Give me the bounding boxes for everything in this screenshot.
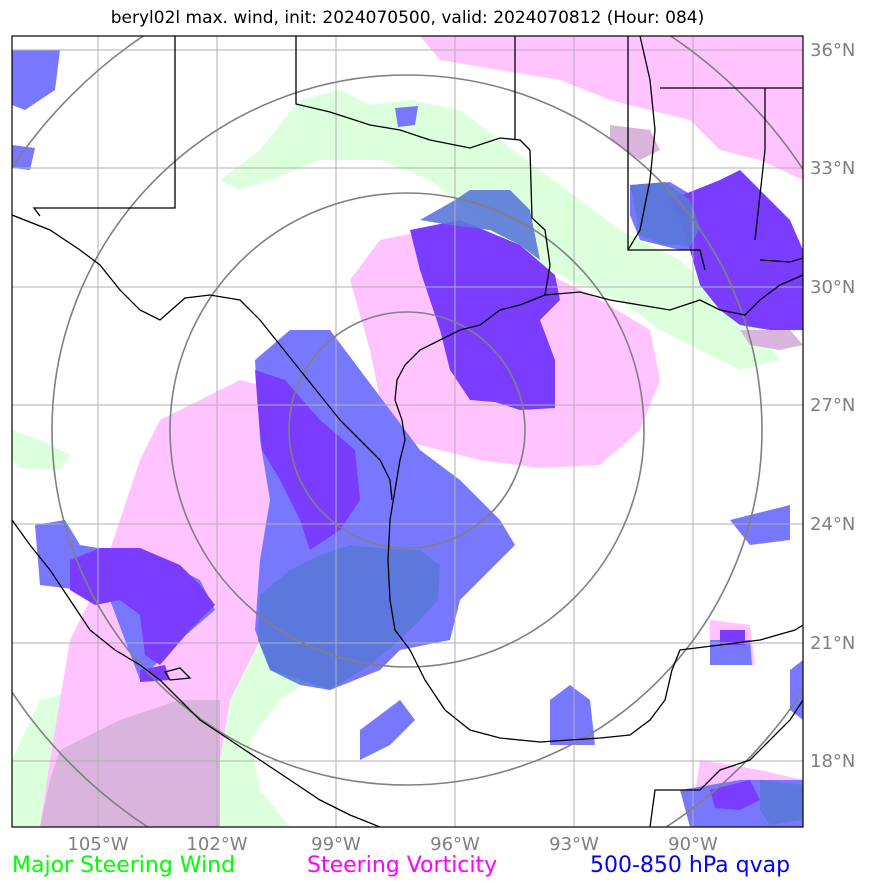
overlap-region-ne bbox=[610, 125, 660, 160]
gulf-islands bbox=[759, 257, 803, 263]
qvap-region-nw2 bbox=[12, 145, 35, 170]
qvap-strong-la bbox=[670, 170, 803, 330]
ms-al-border bbox=[754, 88, 766, 241]
qvap-region-ok bbox=[395, 106, 418, 127]
lat-tick-21n: 21°N bbox=[810, 633, 855, 654]
rio-grande bbox=[12, 214, 393, 501]
qvap-region-nw bbox=[12, 50, 60, 110]
tx-la-border bbox=[529, 149, 551, 296]
legend-qvap: 500-850 hPa qvap bbox=[590, 853, 791, 878]
legend-steering-vorticity: Steering Vorticity bbox=[307, 853, 498, 878]
ms-river bbox=[627, 36, 656, 251]
lat-tick-labels: 36°N 33°N 30°N 27°N 24°N 21°N 18°N bbox=[810, 40, 855, 772]
lat-tick-30n: 30°N bbox=[810, 277, 855, 298]
overlap-dark-central bbox=[258, 545, 440, 690]
lon-tick-102w: 102°W bbox=[186, 834, 247, 855]
lat-tick-27n: 27°N bbox=[810, 395, 855, 416]
la-ms-border bbox=[627, 36, 706, 271]
yucatan-coast bbox=[649, 699, 803, 827]
baja-tip bbox=[163, 667, 192, 681]
qvap-region-gulf2 bbox=[360, 700, 415, 760]
qvap-strong-west bbox=[70, 548, 215, 665]
vorticity-region-ne bbox=[420, 36, 803, 180]
range-ring-3 bbox=[51, 74, 763, 786]
qvap-region-east-small bbox=[730, 505, 790, 545]
overlap-dark-la bbox=[630, 182, 700, 246]
lat-tick-24n: 24°N bbox=[810, 514, 855, 535]
qvap-strong-small bbox=[720, 630, 745, 645]
range-ring-1 bbox=[288, 311, 526, 549]
overlap-region-e bbox=[740, 330, 803, 350]
lat-tick-18n: 18°N bbox=[810, 751, 855, 772]
coastlines-borders bbox=[12, 36, 803, 827]
lon-tick-90w: 90°W bbox=[668, 834, 718, 855]
nm-tx-border bbox=[32, 36, 176, 217]
lat-tick-36n: 36°N bbox=[810, 40, 855, 61]
overlap-dark-layer bbox=[258, 182, 803, 825]
lat-tick-33n: 33°N bbox=[810, 158, 855, 179]
lon-tick-105w: 105°W bbox=[67, 834, 128, 855]
overlap-region-sw bbox=[40, 700, 220, 827]
qvap-strong-east bbox=[410, 220, 560, 410]
range-ring-2 bbox=[169, 192, 645, 668]
map-frame bbox=[11, 35, 804, 828]
lon-tick-labels: 105°W 102°W 99°W 96°W 93°W 90°W bbox=[67, 834, 718, 855]
legend-steering-wind: Major Steering Wind bbox=[12, 853, 236, 878]
lon-tick-93w: 93°W bbox=[549, 834, 599, 855]
overlap-layer bbox=[40, 125, 803, 827]
qvap-region-small2 bbox=[710, 640, 752, 665]
la-coast bbox=[544, 274, 803, 316]
tx-coast bbox=[387, 294, 803, 743]
qvap-strong-se bbox=[710, 780, 760, 810]
qvap-region-gulf bbox=[550, 685, 595, 745]
qvap-strong-central bbox=[255, 370, 360, 550]
qvap-strong-layer bbox=[70, 170, 803, 810]
map-title: beryl02l max. wind, init: 2024070500, va… bbox=[110, 8, 705, 28]
wind-region-west bbox=[12, 430, 70, 470]
qvap-strong-small2 bbox=[140, 665, 170, 682]
ok-border bbox=[295, 36, 531, 151]
mexico-pacific-coast bbox=[12, 519, 381, 827]
lon-tick-96w: 96°W bbox=[430, 834, 480, 855]
overlap-dark-se bbox=[760, 780, 803, 825]
overlap-dark-north bbox=[420, 190, 540, 260]
lon-tick-99w: 99°W bbox=[311, 834, 361, 855]
graticule bbox=[12, 36, 803, 827]
